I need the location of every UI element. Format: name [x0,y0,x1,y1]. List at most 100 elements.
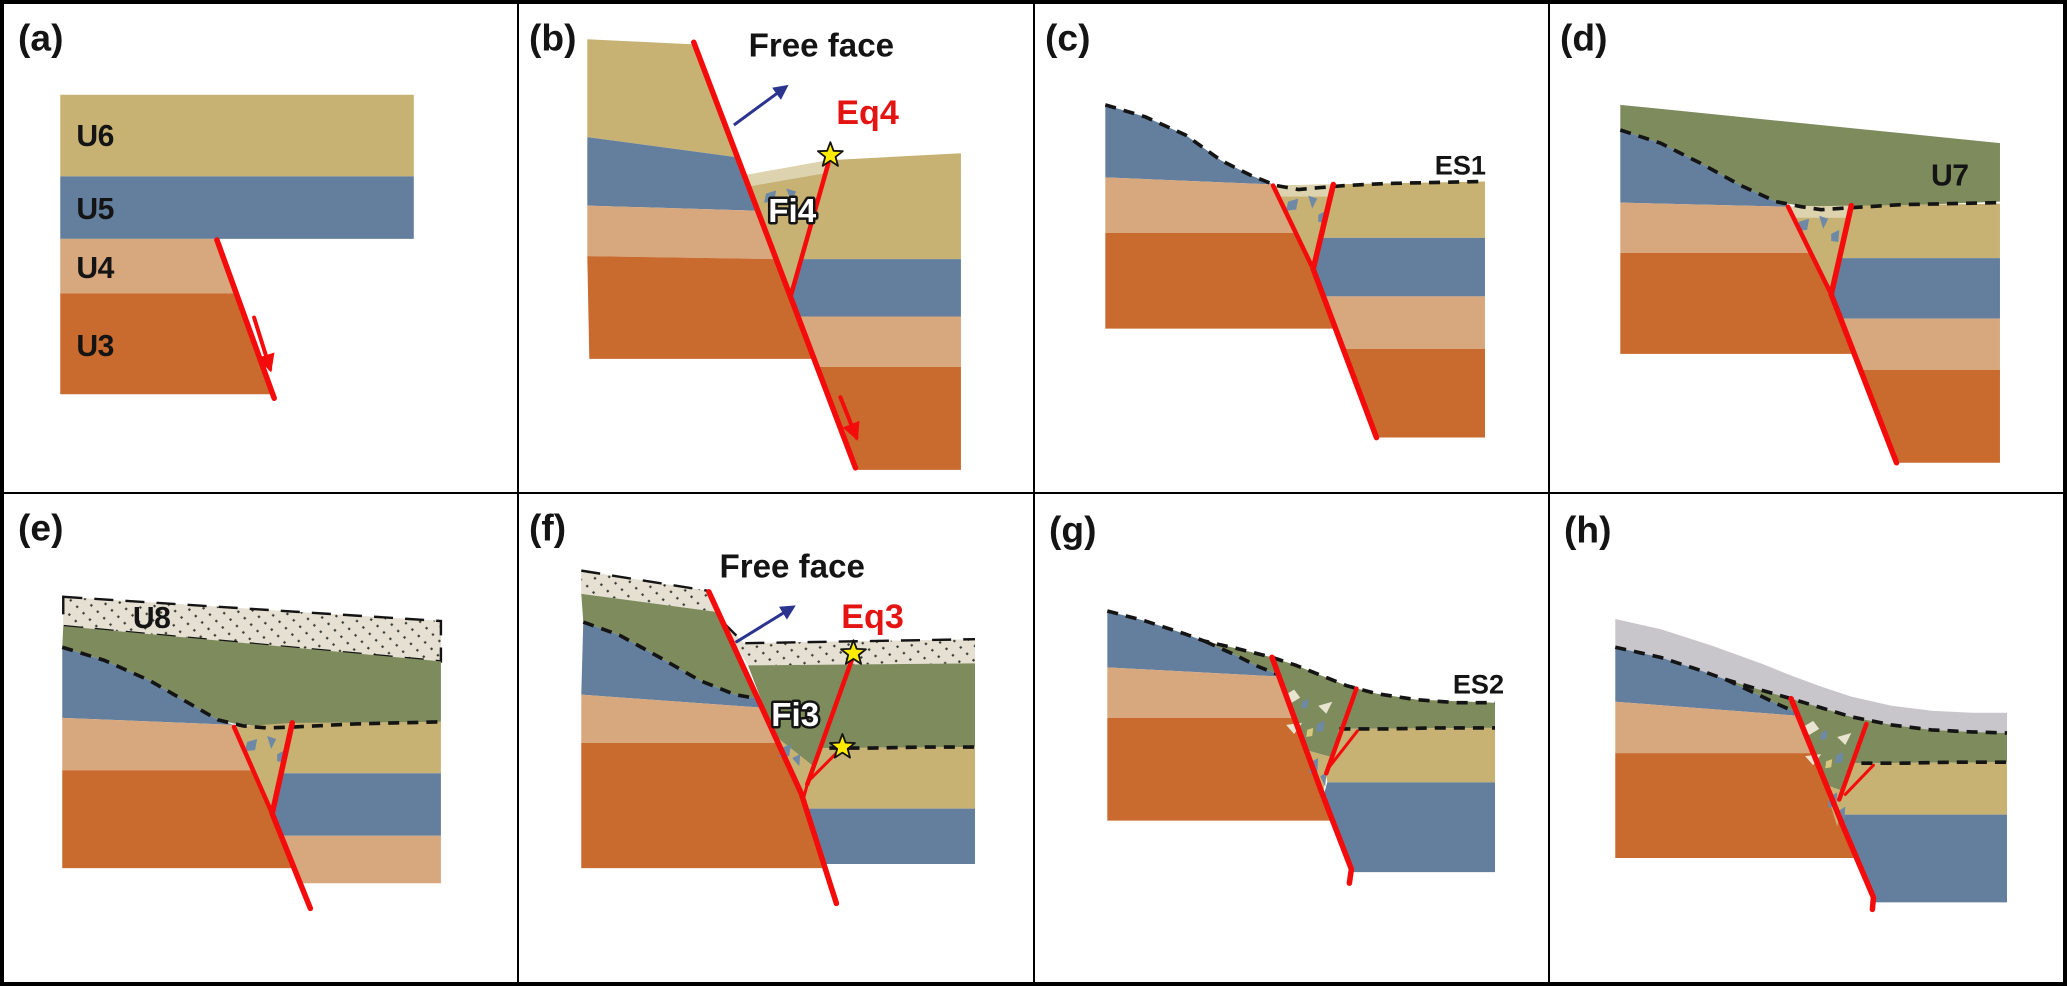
footwall-block [1104,104,1335,329]
unit-label-u7: U7 [1931,159,1969,192]
layer-u3 [587,256,815,359]
layer-u4 [1106,667,1294,718]
panel-letter: (f) [529,506,566,548]
antithetic-fracture-line [789,161,831,297]
panel-letter: (b) [529,16,576,58]
layer-u4 [60,238,237,294]
fissure-east-fault-line [1828,202,1854,298]
layer-u6-and-fissure-fill [1787,203,2000,295]
fissure-west-fault-line [1270,183,1315,272]
event-surface-es1-line [1104,103,1485,192]
fissure-label: Fi3 [772,697,820,734]
fracture-link-line [801,782,810,802]
layer-u3 [62,770,295,869]
free-face-arrow-icon [733,84,789,127]
layer-u5 [1830,258,2000,319]
layer-u7-and-fissure-fill [748,663,976,767]
layer-u6 [60,94,414,177]
panel-letter: (c) [1045,16,1090,58]
earthquake-star-icon-lower [829,733,857,759]
layer-gray-cover [1615,619,2007,733]
layer-u5 [1312,237,1485,297]
layer-u3 [1620,253,1855,354]
panel-b: Free face Eq4 Fi4 (b) [518,3,1034,493]
fissure-east-fault-line [269,720,296,817]
panel-letter: (e) [18,506,63,548]
layer-u4 [1615,701,1813,754]
hangingwall-block [1305,727,1495,873]
layer-u6 [1838,762,2007,815]
footwall-block [1620,130,1855,354]
layer-u4 [1840,318,2000,370]
main-fault-line [706,589,840,907]
event-surface-es1-line-west [582,620,759,701]
layer-u7 [581,593,759,699]
layer-u3 [1104,232,1335,329]
main-fault-line [1788,695,1876,913]
event-surface-es2-line [1106,609,1495,705]
fracture-branch-line [1326,729,1359,770]
layer-u3 [60,293,273,395]
layer-u5 [1322,782,1495,873]
main-fault-line [1309,266,1379,441]
earthquake-star-icon [817,141,844,167]
unit-label-u8: U8 [133,602,171,635]
fissure-label: Fi4 [769,193,817,230]
layer-u5 [791,259,962,317]
footwall-block [587,39,815,359]
layer-u8-hatched [581,569,718,612]
layer-u4 [1322,296,1485,349]
panel-f: Free face Eq3 Fi3 (f) [518,493,1034,983]
event-surface-es1-line-west [1203,639,1279,677]
fracture-branch-line [1843,763,1875,796]
layer-u7 [62,626,441,728]
panel-c: ES1 (c) [1033,3,1549,493]
hangingwall-block [722,621,976,865]
panel-letter: (h) [1564,508,1611,550]
panel-letter: (a) [18,16,63,58]
unit-label-u6: U6 [76,120,114,153]
fissure-west-fault-line [1785,204,1834,297]
layer-u6 [587,39,738,158]
layer-u5 [60,176,414,239]
layer-u8-hatched [62,595,443,663]
panel-g: ES2 (g) [1033,493,1549,983]
antithetic-fracture-line [1323,686,1359,776]
free-face-label: Free face [720,549,865,586]
layer-u8-hatched [722,621,976,666]
main-fault-line [269,810,314,912]
panel-h: (h) [1548,493,2064,983]
antithetic-fracture-line [805,653,856,787]
layer-u5 [1615,647,1799,716]
hangingwall-block [744,153,962,470]
earthquake-label: Eq4 [836,94,899,132]
layer-u3 [581,743,826,869]
free-face-arrow-icon [735,605,797,644]
panel-letter: (g) [1049,508,1096,550]
layer-u5 [587,137,759,211]
layer-u4 [587,205,777,260]
unit-label-u5: U5 [76,193,114,226]
footwall-block [581,569,826,869]
panel-letter: (d) [1560,16,1607,58]
layer-u3 [817,366,962,470]
earthquake-label: Eq3 [841,598,904,636]
event-surface-label: ES2 [1452,669,1503,700]
layer-u5 [806,808,976,865]
layer-u5 [1104,104,1273,185]
layer-u4 [62,717,254,771]
layer-u3 [1615,753,1856,858]
free-face-label: Free face [749,27,894,64]
panel-a: U6 U5 U4 U3 (a) [3,3,519,493]
event-surface-es1-line-west [1724,677,1798,715]
layer-u4 [581,694,779,744]
hangingwall-block [1787,203,2000,463]
footwall-block [1615,647,1856,858]
main-fault-line [1828,291,1900,466]
layer-u5 [1620,130,1788,207]
fissure-top-fill [744,160,829,187]
event-surface-es2-line [1614,645,2007,735]
layer-u4 [281,835,441,884]
hangingwall-block [1823,762,2007,903]
